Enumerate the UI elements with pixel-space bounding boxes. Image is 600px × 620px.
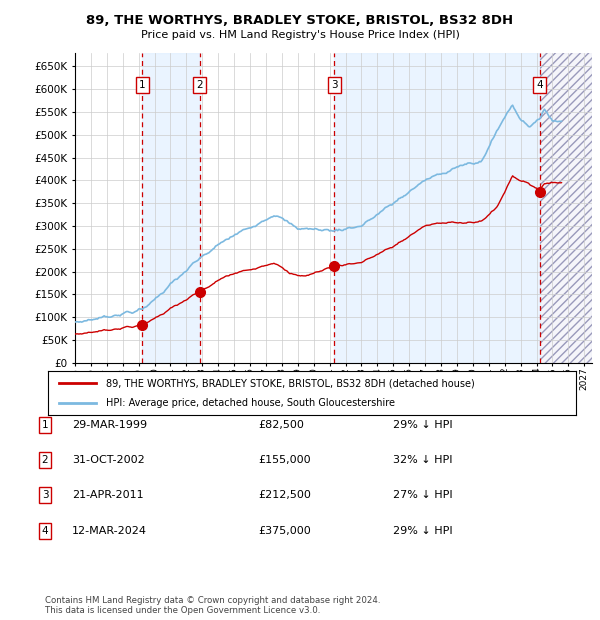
Bar (539, 53, 592, 363)
Text: 3: 3 (41, 490, 49, 500)
Text: 4: 4 (536, 79, 543, 90)
Text: 2: 2 (41, 455, 49, 465)
Text: £375,000: £375,000 (258, 526, 311, 536)
Text: 12-MAR-2024: 12-MAR-2024 (72, 526, 147, 536)
Text: 27% ↓ HPI: 27% ↓ HPI (393, 490, 452, 500)
Text: £155,000: £155,000 (258, 455, 311, 465)
Text: £212,500: £212,500 (258, 490, 311, 500)
Text: 1: 1 (139, 79, 146, 90)
Text: £82,500: £82,500 (258, 420, 304, 430)
Text: 21-APR-2011: 21-APR-2011 (72, 490, 143, 500)
Text: 32% ↓ HPI: 32% ↓ HPI (393, 455, 452, 465)
Bar (142, 53, 200, 363)
Text: 4: 4 (41, 526, 49, 536)
Text: 89, THE WORTHYS, BRADLEY STOKE, BRISTOL, BS32 8DH: 89, THE WORTHYS, BRADLEY STOKE, BRISTOL,… (86, 14, 514, 27)
Text: HPI: Average price, detached house, South Gloucestershire: HPI: Average price, detached house, Sout… (106, 398, 395, 408)
Text: 29% ↓ HPI: 29% ↓ HPI (393, 526, 452, 536)
Text: 2: 2 (196, 79, 203, 90)
Text: 29-MAR-1999: 29-MAR-1999 (72, 420, 147, 430)
Bar (334, 53, 539, 363)
Text: 1: 1 (41, 420, 49, 430)
Bar (539, 53, 592, 363)
Text: Contains HM Land Registry data © Crown copyright and database right 2024.
This d: Contains HM Land Registry data © Crown c… (45, 596, 380, 615)
Text: Price paid vs. HM Land Registry's House Price Index (HPI): Price paid vs. HM Land Registry's House … (140, 30, 460, 40)
Text: 3: 3 (331, 79, 338, 90)
Text: 89, THE WORTHYS, BRADLEY STOKE, BRISTOL, BS32 8DH (detached house): 89, THE WORTHYS, BRADLEY STOKE, BRISTOL,… (106, 378, 475, 388)
Text: 31-OCT-2002: 31-OCT-2002 (72, 455, 145, 465)
Text: 29% ↓ HPI: 29% ↓ HPI (393, 420, 452, 430)
